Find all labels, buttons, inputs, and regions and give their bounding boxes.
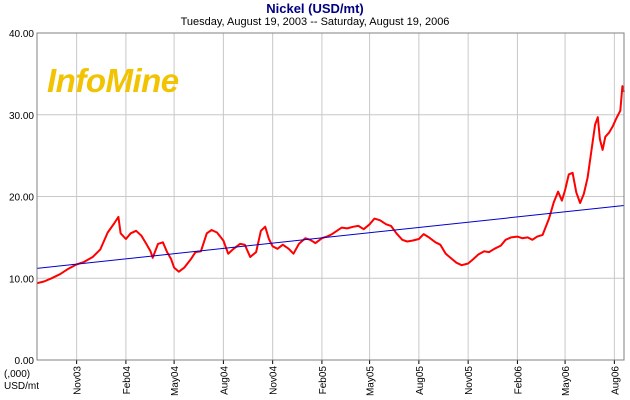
axis-layer: 0.00 10.00 20.00 30.00 40.00 Nov03 Feb04 May04 A… xyxy=(9,29,625,396)
x-tick-label: Nov05 xyxy=(464,366,475,395)
chart-subtitle: Tuesday, August 19, 2003 -- Saturday, Au… xyxy=(180,16,450,28)
series-layer xyxy=(36,85,625,285)
plot-frame xyxy=(36,32,625,361)
price-series-line xyxy=(36,85,625,285)
x-tick-label: Aug06 xyxy=(610,366,621,395)
x-tick-label: May04 xyxy=(170,366,181,396)
y-tick-label: 0.00 xyxy=(15,356,35,367)
infomine-logo: InfoMine xyxy=(47,62,179,99)
grid-layer xyxy=(37,32,624,361)
x-tick-label: May06 xyxy=(561,366,572,396)
x-tick-label: May05 xyxy=(366,366,377,396)
y-tick-label: 10.00 xyxy=(9,274,34,285)
trend-line xyxy=(36,205,625,269)
y-tick-label: 40.00 xyxy=(9,29,34,40)
y-tick-label: 30.00 xyxy=(9,111,34,122)
x-tick-label: Feb05 xyxy=(318,366,329,395)
x-tick-label: Nov03 xyxy=(73,366,84,395)
x-tick-label: Aug05 xyxy=(415,366,426,395)
chart-title: Nickel (USD/mt) xyxy=(266,1,364,16)
x-tick-label: Feb04 xyxy=(122,366,133,395)
x-tick-label: Feb06 xyxy=(513,366,524,395)
x-tick-label: Nov04 xyxy=(269,366,280,395)
y-tick-label: 20.00 xyxy=(9,193,34,204)
x-tick-label: Aug04 xyxy=(219,366,230,395)
y-axis-label: (,000) USD/mt xyxy=(4,369,39,392)
